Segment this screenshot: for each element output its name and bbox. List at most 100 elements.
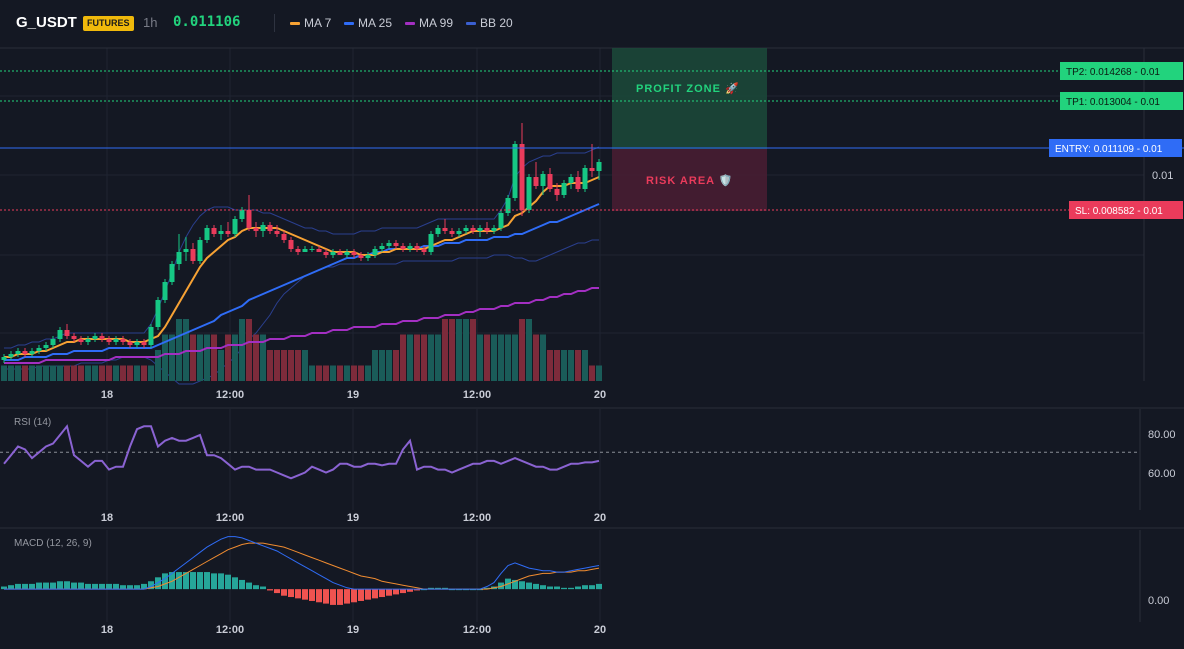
volume-bar <box>204 334 210 381</box>
candle-body <box>71 336 77 339</box>
macd-histogram-bar <box>470 589 476 591</box>
candle-body <box>477 228 483 231</box>
macd-histogram-bar <box>36 582 42 590</box>
macd-histogram-bar <box>533 583 539 590</box>
macd-histogram-bar <box>274 589 280 594</box>
volume-bar <box>190 334 196 381</box>
candle-body <box>386 243 392 246</box>
candle-body <box>8 354 14 357</box>
macd-histogram-bar <box>477 589 483 591</box>
candle-body <box>113 339 119 342</box>
volume-bar <box>134 365 140 381</box>
macd-histogram-bar <box>295 589 301 599</box>
candle-body <box>288 240 294 249</box>
last-price: 0.011106 <box>173 14 241 30</box>
candle-body <box>547 174 553 189</box>
volume-bar <box>554 350 560 381</box>
volume-bar <box>519 319 525 381</box>
volume-bar <box>330 365 336 381</box>
candle-body <box>246 210 252 228</box>
volume-bar <box>281 350 287 381</box>
candle-body <box>323 252 329 255</box>
volume-bar <box>435 334 441 381</box>
candle-body <box>85 339 91 342</box>
x-axis-label: 12:00 <box>216 389 244 401</box>
candle-body <box>344 252 350 255</box>
macd-histogram-bar <box>540 585 546 590</box>
macd-pane: MACD (12, 26, 9) 0.00 <box>1 536 1169 607</box>
macd-histogram-bar <box>568 587 574 590</box>
volume-bar <box>568 350 574 381</box>
candle-body <box>260 225 266 231</box>
legend-ma25[interactable]: MA 25 <box>358 16 393 30</box>
volume-bar <box>414 334 420 381</box>
volume-bar <box>78 365 84 381</box>
volume-bar <box>64 365 70 381</box>
candle-body <box>1 357 7 360</box>
legend-bb20[interactable]: BB 20 <box>480 16 513 30</box>
volume-bar <box>372 350 378 381</box>
macd-histogram-bar <box>323 589 329 604</box>
candle-body <box>92 336 98 339</box>
macd-histogram-bar <box>99 583 105 590</box>
timeframe-label[interactable]: 1h <box>143 15 158 30</box>
volume-bar <box>582 350 588 381</box>
sl-tag <box>1069 201 1183 219</box>
macd-histogram-bar <box>330 589 336 605</box>
volume-bar <box>589 365 595 381</box>
legend-ma99[interactable]: MA 99 <box>419 16 454 30</box>
volume-bar <box>246 319 252 381</box>
tp2-tag <box>1060 62 1183 80</box>
volume-bar <box>386 350 392 381</box>
volume-bar <box>57 365 63 381</box>
macd-histogram-bar <box>50 582 56 590</box>
macd-line <box>4 536 600 590</box>
volume-bar <box>92 365 98 381</box>
macd-histogram-bar <box>120 585 126 590</box>
candle-body <box>183 249 189 252</box>
legend-ma7[interactable]: MA 7 <box>304 16 332 30</box>
x-axis-label: 20 <box>594 624 606 636</box>
volume-bar <box>400 334 406 381</box>
macd-histogram-bar <box>393 589 399 595</box>
macd-histogram-bar <box>267 589 273 591</box>
volume-bar <box>533 334 539 381</box>
volume-bar <box>15 365 21 381</box>
macd-histogram-bar <box>253 585 259 590</box>
candle-body <box>512 144 518 198</box>
macd-histogram-bar <box>190 572 196 590</box>
macd-histogram-bar <box>512 579 518 590</box>
macd-histogram-bar <box>309 589 315 601</box>
macd-histogram-bar <box>582 585 588 590</box>
volume-bar <box>463 319 469 381</box>
candle-body <box>162 282 168 300</box>
candle-body <box>295 249 301 252</box>
ma25-swatch <box>344 22 354 25</box>
candle-body <box>190 249 196 261</box>
volume-bar <box>498 334 504 381</box>
macd-histogram-bar <box>358 589 364 601</box>
volume-bar <box>456 319 462 381</box>
candle-body <box>218 231 224 234</box>
volume-bar <box>239 319 245 381</box>
volume-bar <box>155 350 161 381</box>
volume-bar <box>260 334 266 381</box>
macd-histogram-bar <box>43 582 49 590</box>
candle-body <box>120 339 126 342</box>
symbol-title[interactable]: G_USDT <box>16 14 77 31</box>
volume-bar <box>253 334 259 381</box>
macd-histogram-bar <box>162 573 168 590</box>
macd-histogram-bar <box>169 572 175 590</box>
macd-histogram-bar <box>204 572 210 590</box>
candle-body <box>414 246 420 249</box>
macd-histogram-bar <box>372 589 378 599</box>
macd-histogram-bar <box>498 582 504 590</box>
candle-body <box>589 168 595 171</box>
candle-body <box>540 174 546 186</box>
volume-bar <box>575 350 581 381</box>
candle-body <box>106 339 112 342</box>
macd-histogram-bar <box>141 583 147 590</box>
volume-bar <box>351 365 357 381</box>
candle-body <box>568 177 574 183</box>
